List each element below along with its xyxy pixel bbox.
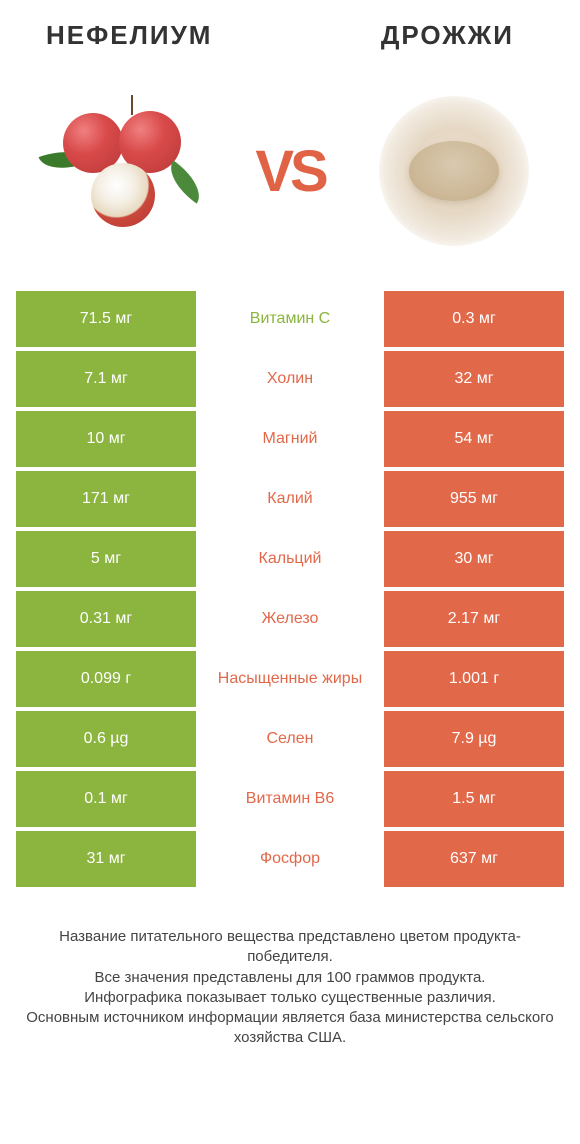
right-value: 1.001 г xyxy=(384,651,564,707)
footer-line: Инфографика показывает только существенн… xyxy=(26,988,554,1008)
left-value: 0.1 мг xyxy=(16,771,196,827)
left-product-title: НЕФЕЛИУМ xyxy=(46,20,212,51)
table-row: 171 мгКалий955 мг xyxy=(16,471,564,527)
table-row: 7.1 мгХолин32 мг xyxy=(16,351,564,407)
footer-line: Название питательного вещества представл… xyxy=(26,927,554,968)
nutrient-name: Магний xyxy=(196,411,384,467)
nutrient-name: Кальций xyxy=(196,531,384,587)
nutrient-name: Калий xyxy=(196,471,384,527)
right-value: 7.9 µg xyxy=(384,711,564,767)
left-value: 31 мг xyxy=(16,831,196,887)
nutrient-name: Витамин C xyxy=(196,291,384,347)
left-value: 171 мг xyxy=(16,471,196,527)
table-row: 0.6 µgСелен7.9 µg xyxy=(16,711,564,767)
vs-label: VS xyxy=(255,138,324,205)
right-product-title: ДРОЖЖИ xyxy=(381,20,514,51)
right-value: 0.3 мг xyxy=(384,291,564,347)
left-value: 10 мг xyxy=(16,411,196,467)
right-value: 955 мг xyxy=(384,471,564,527)
table-row: 5 мгКальций30 мг xyxy=(16,531,564,587)
lychee-illustration xyxy=(41,101,211,241)
left-value: 0.31 мг xyxy=(16,591,196,647)
left-value: 5 мг xyxy=(16,531,196,587)
table-row: 0.1 мгВитамин B61.5 мг xyxy=(16,771,564,827)
right-value: 30 мг xyxy=(384,531,564,587)
right-value: 54 мг xyxy=(384,411,564,467)
footer-line: Все значения представлены для 100 граммо… xyxy=(26,968,554,988)
images-row: VS xyxy=(16,81,564,261)
table-row: 71.5 мгВитамин C0.3 мг xyxy=(16,291,564,347)
nutrient-name: Холин xyxy=(196,351,384,407)
right-value: 637 мг xyxy=(384,831,564,887)
nutrient-name: Витамин B6 xyxy=(196,771,384,827)
right-value: 32 мг xyxy=(384,351,564,407)
footer-line: Основным источником информации является … xyxy=(26,1008,554,1049)
right-value: 2.17 мг xyxy=(384,591,564,647)
footer-notes: Название питательного вещества представл… xyxy=(16,927,564,1049)
yeast-illustration xyxy=(369,86,539,256)
left-value: 0.6 µg xyxy=(16,711,196,767)
table-row: 0.099 гНасыщенные жиры1.001 г xyxy=(16,651,564,707)
left-product-image xyxy=(36,81,216,261)
nutrient-name: Селен xyxy=(196,711,384,767)
table-row: 0.31 мгЖелезо2.17 мг xyxy=(16,591,564,647)
nutrient-name: Насыщенные жиры xyxy=(196,651,384,707)
table-row: 31 мгФосфор637 мг xyxy=(16,831,564,887)
nutrient-name: Железо xyxy=(196,591,384,647)
nutrient-name: Фосфор xyxy=(196,831,384,887)
left-value: 7.1 мг xyxy=(16,351,196,407)
right-product-image xyxy=(364,81,544,261)
header: НЕФЕЛИУМ ДРОЖЖИ xyxy=(16,20,564,51)
left-value: 0.099 г xyxy=(16,651,196,707)
left-value: 71.5 мг xyxy=(16,291,196,347)
right-value: 1.5 мг xyxy=(384,771,564,827)
nutrient-table: 71.5 мгВитамин C0.3 мг7.1 мгХолин32 мг10… xyxy=(16,291,564,887)
table-row: 10 мгМагний54 мг xyxy=(16,411,564,467)
